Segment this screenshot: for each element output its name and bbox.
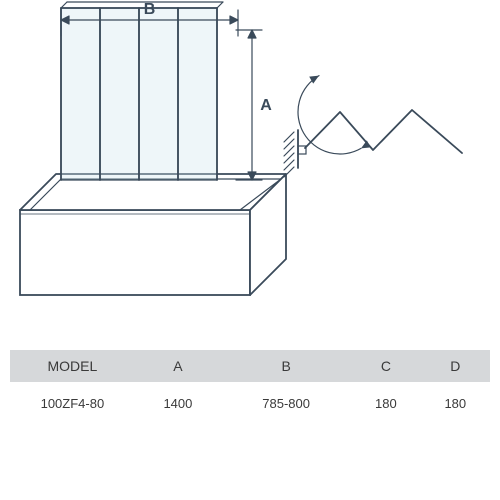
spec-table-container: MODELABCD 100ZF4-801400785-800180180 <box>0 350 500 425</box>
table-header-row: MODELABCD <box>10 350 490 382</box>
spec-table: MODELABCD 100ZF4-801400785-800180180 <box>10 350 490 425</box>
table-cell: 180 <box>351 382 420 425</box>
table-cell: 785-800 <box>221 382 351 425</box>
svg-text:B: B <box>144 1 156 18</box>
svg-text:A: A <box>260 97 272 114</box>
table-header-cell: D <box>421 350 490 382</box>
table-header-cell: B <box>221 350 351 382</box>
table-header-cell: A <box>135 350 221 382</box>
table-body: 100ZF4-801400785-800180180 <box>10 382 490 425</box>
table-cell: 180 <box>421 382 490 425</box>
table-header-cell: C <box>351 350 420 382</box>
technical-diagram: BA <box>0 0 500 315</box>
table-cell: 1400 <box>135 382 221 425</box>
table-header-cell: MODEL <box>10 350 135 382</box>
table-cell: 100ZF4-80 <box>10 382 135 425</box>
table-row: 100ZF4-801400785-800180180 <box>10 382 490 425</box>
